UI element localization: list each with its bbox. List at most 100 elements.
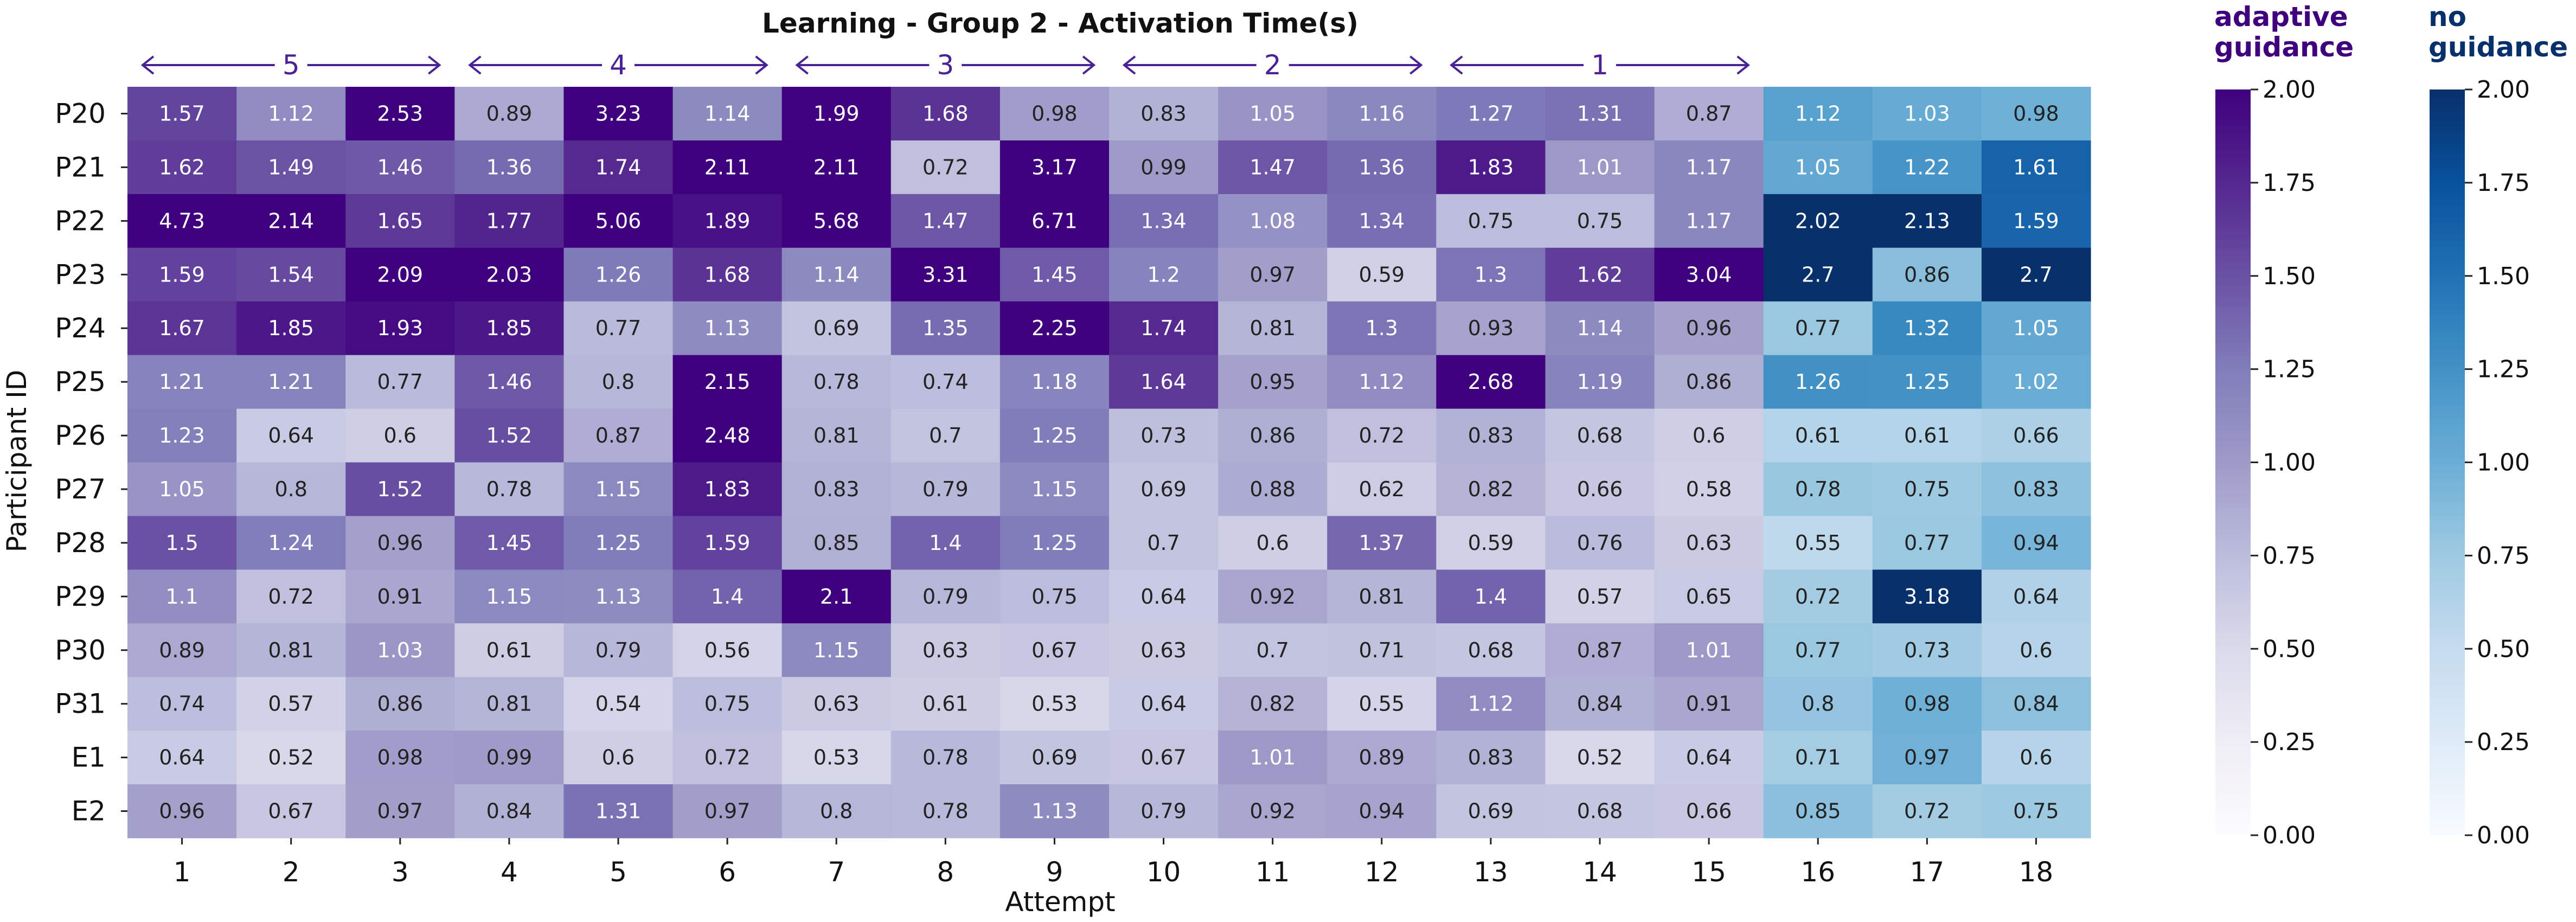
colorbar-title: guidance (2428, 31, 2568, 63)
cell-value-label: 1.25 (1031, 531, 1078, 555)
cell-value-label: 1.89 (704, 209, 751, 233)
heatmap-cell (1872, 194, 1982, 248)
heatmap-cell (454, 87, 565, 141)
heatmap-cell (1654, 194, 1764, 248)
y-tick-label: P21 (55, 151, 106, 183)
cell-value-label: 1.83 (1468, 155, 1514, 179)
heatmap-cell (1981, 784, 2091, 838)
heatmap-cell (999, 247, 1110, 302)
group-arrow-head-left (1450, 55, 1463, 75)
heatmap-cell (1763, 408, 1873, 463)
heatmap-cell (1763, 301, 1873, 356)
cell-value-label: 0.64 (1140, 585, 1187, 609)
cell-value-label: 1.3 (1475, 262, 1507, 286)
cell-value-label: 0.65 (1686, 585, 1732, 609)
heatmap-cell (236, 194, 346, 248)
heatmap-cell (345, 462, 455, 517)
cell-value-label: 1.93 (377, 316, 423, 340)
cell-value-label: 1.46 (377, 155, 423, 179)
heatmap-cell (236, 408, 346, 463)
heatmap-cell (781, 140, 892, 195)
cell-value-label: 1.19 (1577, 370, 1623, 394)
cell-value-label: 1.26 (595, 262, 642, 286)
x-tick-label: 12 (1364, 856, 1399, 888)
heatmap-cell (1654, 462, 1764, 517)
heatmap-cell (1218, 408, 1328, 463)
heatmap-cell (1109, 462, 1219, 517)
cell-value-label: 1.62 (1577, 262, 1623, 286)
heatmap-cell (127, 355, 237, 409)
cell-value-label: 1.05 (159, 477, 205, 501)
colorbar-tick-label: 1.50 (2263, 262, 2316, 290)
heatmap-cell (1545, 784, 1655, 838)
cell-value-label: 0.73 (1904, 638, 1950, 662)
heatmap-cell (127, 516, 237, 570)
x-tick-label: 8 (937, 856, 954, 888)
group-arrow-head-left (468, 55, 482, 75)
heatmap-cell (454, 301, 565, 356)
cell-value-label: 0.97 (1904, 746, 1950, 770)
cell-value-label: 1.45 (486, 531, 533, 555)
cell-value-label: 1.26 (1795, 370, 1841, 394)
x-tick-label: 16 (1800, 856, 1835, 888)
cell-value-label: 1.27 (1468, 101, 1514, 125)
heatmap-cell (1436, 623, 1546, 677)
cell-value-label: 0.79 (922, 585, 969, 609)
colorbar-tick-label: 0.25 (2263, 728, 2316, 756)
heatmap-cell (1654, 355, 1764, 409)
x-tick-label: 6 (719, 856, 736, 888)
cell-value-label: 5.06 (595, 209, 642, 233)
cell-value-label: 0.67 (268, 799, 314, 823)
heatmap-cell (127, 784, 237, 838)
group-brackets: 5 4 3 2 1 (140, 49, 1750, 81)
x-axis-label: Attempt (1005, 886, 1115, 918)
cell-value-label: 1.37 (1359, 531, 1405, 555)
heatmap-cell (345, 301, 455, 356)
cell-value-label: 1.59 (2013, 209, 2059, 233)
cell-value-label: 0.87 (595, 424, 642, 447)
heatmap-cell (345, 731, 455, 785)
heatmap-cell (1436, 462, 1546, 517)
heatmap-cell (127, 301, 237, 356)
heatmap-cell (1436, 731, 1546, 785)
y-tick-label: P31 (55, 688, 106, 720)
cell-value-label: 0.8 (1802, 692, 1834, 716)
heatmap-cell (1654, 408, 1764, 463)
cell-value-label: 0.84 (1577, 692, 1623, 716)
heatmap-cell (672, 677, 783, 731)
heatmap-cell (1872, 677, 1982, 731)
cell-value-label: 1.54 (268, 262, 314, 286)
cell-value-label: 1.25 (1031, 424, 1078, 447)
cell-value-label: 0.67 (1031, 638, 1078, 662)
cell-value-label: 0.8 (274, 477, 307, 501)
heatmap-cell (672, 140, 783, 195)
cell-value-label: 1.15 (595, 477, 642, 501)
heatmap-cell (1436, 516, 1546, 570)
heatmap-cell (236, 731, 346, 785)
cell-value-label: 0.82 (1249, 692, 1296, 716)
cell-value-label: 1.03 (1904, 101, 1950, 125)
cell-value-label: 0.63 (1140, 638, 1187, 662)
cell-value-label: 0.59 (1359, 262, 1405, 286)
cell-value-label: 0.72 (1359, 424, 1405, 447)
cell-value-label: 2.03 (486, 262, 533, 286)
heatmap-cell (563, 194, 674, 248)
x-tick-label: 10 (1146, 856, 1181, 888)
colorbar-tick-label: 0.75 (2263, 542, 2316, 569)
colorbar-gradient (2215, 89, 2251, 835)
chart-title: Learning - Group 2 - Activation Time(s) (762, 8, 1359, 39)
heatmap-cell (1218, 87, 1328, 141)
heatmap-cell (1218, 462, 1328, 517)
cell-value-label: 0.74 (922, 370, 969, 394)
cell-value-label: 1.25 (595, 531, 642, 555)
cell-value-label: 0.94 (2013, 531, 2059, 555)
heatmap-cell (672, 462, 783, 517)
cell-value-label: 1.05 (2013, 316, 2059, 340)
heatmap-cell (890, 677, 1001, 731)
cell-value-label: 1.52 (486, 424, 533, 447)
cell-value-label: 0.78 (1795, 477, 1841, 501)
heatmap-cell (1654, 87, 1764, 141)
heatmap-cell (236, 247, 346, 302)
x-tick-label: 18 (2019, 856, 2054, 888)
cell-value-label: 2.09 (377, 262, 423, 286)
